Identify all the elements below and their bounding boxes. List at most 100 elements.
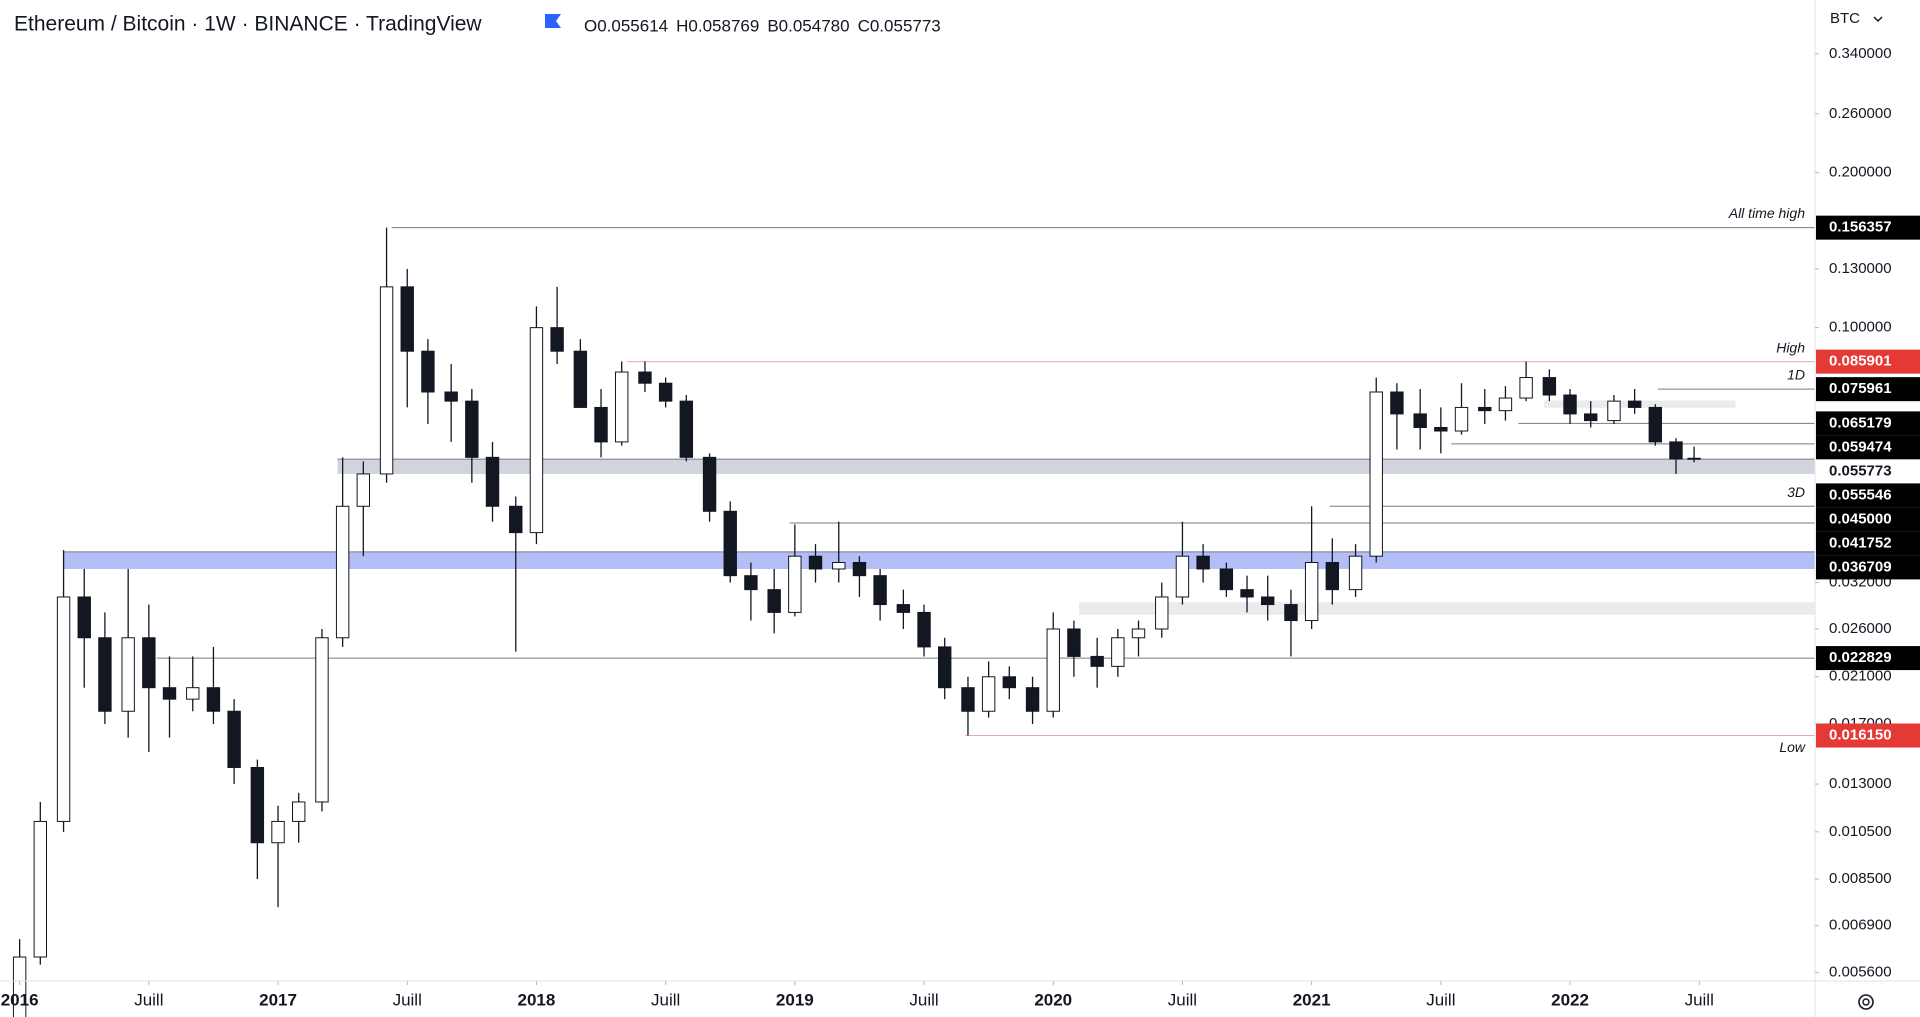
price-label-box [1816, 483, 1920, 508]
y-tick-label: 0.005600 [1829, 963, 1892, 980]
candle-body [465, 400, 479, 458]
candle-body [573, 350, 588, 408]
candle-body [292, 801, 306, 822]
candle-body [186, 687, 200, 700]
candle-body [271, 820, 285, 844]
y-tick-label: 0.130000 [1829, 260, 1892, 277]
y-tick-label: 0.013000 [1829, 775, 1892, 792]
candle-body [1196, 555, 1210, 570]
candle-body [1369, 391, 1383, 557]
candle-body [873, 575, 887, 606]
annotation: All time high [1728, 205, 1805, 221]
candle-body [421, 350, 435, 393]
candle-body [1519, 377, 1533, 399]
y-tick-label: 0.260000 [1829, 105, 1892, 122]
candle-body [594, 406, 608, 443]
candle-body [227, 710, 241, 768]
x-tick-label: Juill [1685, 990, 1714, 1009]
candle-body [917, 611, 931, 648]
price-label: 0.036709 [1829, 558, 1892, 575]
ohlc-value: C0.055773 [858, 16, 941, 35]
candle-body [638, 371, 652, 384]
y-tick-label: 0.008500 [1829, 870, 1892, 887]
candle-body [1131, 628, 1146, 639]
candle-body [1219, 568, 1234, 591]
candle-body [1454, 406, 1469, 432]
annotation: 3D [1787, 484, 1805, 500]
price-label-box [1816, 377, 1920, 402]
x-tick-label: 2019 [776, 990, 814, 1009]
candle-body [1090, 655, 1104, 667]
currency-label[interactable]: BTC [1830, 10, 1860, 27]
x-tick-label: 2018 [518, 990, 556, 1009]
price-label-box [1816, 646, 1920, 671]
candle-body [121, 637, 135, 712]
candle-body [1669, 441, 1683, 460]
candle-body [615, 371, 629, 443]
candle-body [1304, 561, 1319, 622]
price-label-box [1816, 215, 1920, 240]
candle-body [1584, 413, 1598, 422]
candle-body [356, 473, 371, 507]
candle-body [56, 596, 71, 822]
price-label: 0.075961 [1829, 380, 1892, 397]
settings-icon[interactable] [1858, 994, 1874, 1010]
candle-body [832, 561, 846, 570]
annotation: 1D [1787, 367, 1805, 383]
candle-body [1325, 561, 1340, 591]
candle-body [702, 456, 717, 512]
currency-chevron[interactable] [1873, 16, 1883, 23]
y-tick-label: 0.200000 [1829, 164, 1892, 181]
x-tick-label: 2017 [259, 990, 297, 1009]
y-tick-label: 0.010500 [1829, 823, 1892, 840]
candle-body [1498, 397, 1513, 412]
price-label-box [1816, 531, 1920, 556]
candle-body [162, 687, 177, 700]
candle-body [335, 505, 350, 639]
candle-body [1155, 596, 1169, 630]
price-label-box [1816, 507, 1920, 532]
candle-body [142, 637, 156, 689]
candle-body [485, 456, 500, 507]
candle-body [1687, 457, 1701, 460]
price-label: 0.055546 [1829, 486, 1892, 503]
y-tick-label: 0.006900 [1829, 917, 1892, 934]
plot-area: All time high High 1D 3D Low [12, 205, 1815, 1017]
candle-body [961, 687, 975, 712]
candle-body [12, 956, 27, 1017]
candle-body [1025, 687, 1040, 712]
candle-body [400, 286, 414, 352]
x-tick-label: Juill [1168, 990, 1197, 1009]
candle-body [658, 382, 673, 402]
candle-body [852, 561, 867, 577]
candle-body [1390, 391, 1404, 415]
x-tick-label: Juill [393, 990, 422, 1009]
candle-body [1413, 413, 1427, 428]
y-tick-label: 0.340000 [1829, 45, 1892, 62]
candle-body [808, 555, 823, 570]
candle-body [938, 646, 952, 689]
zone [1079, 602, 1815, 615]
candle-body [767, 589, 781, 613]
legend-header: Ethereum / Bitcoin · 1W · BINANCE · Trad… [14, 13, 941, 36]
candle-body [379, 286, 394, 475]
candle-body [98, 637, 112, 712]
x-tick-label: Juill [651, 990, 680, 1009]
candle-body [723, 510, 737, 577]
candle-body [315, 637, 329, 803]
candle-body [33, 820, 48, 958]
candle-body [1284, 604, 1298, 622]
candle-body [788, 555, 802, 613]
candle-body [1046, 628, 1060, 712]
price-label: 0.045000 [1829, 510, 1892, 527]
candle-body [550, 327, 564, 352]
y-tick-label: 0.026000 [1829, 620, 1892, 637]
candle-body [206, 687, 221, 712]
x-tick-label: Juill [1426, 990, 1455, 1009]
candle-body [1111, 637, 1125, 667]
candle-body [529, 327, 544, 534]
candle-body [744, 575, 758, 591]
price-label: 0.085901 [1829, 353, 1892, 370]
candle-body [896, 604, 911, 613]
